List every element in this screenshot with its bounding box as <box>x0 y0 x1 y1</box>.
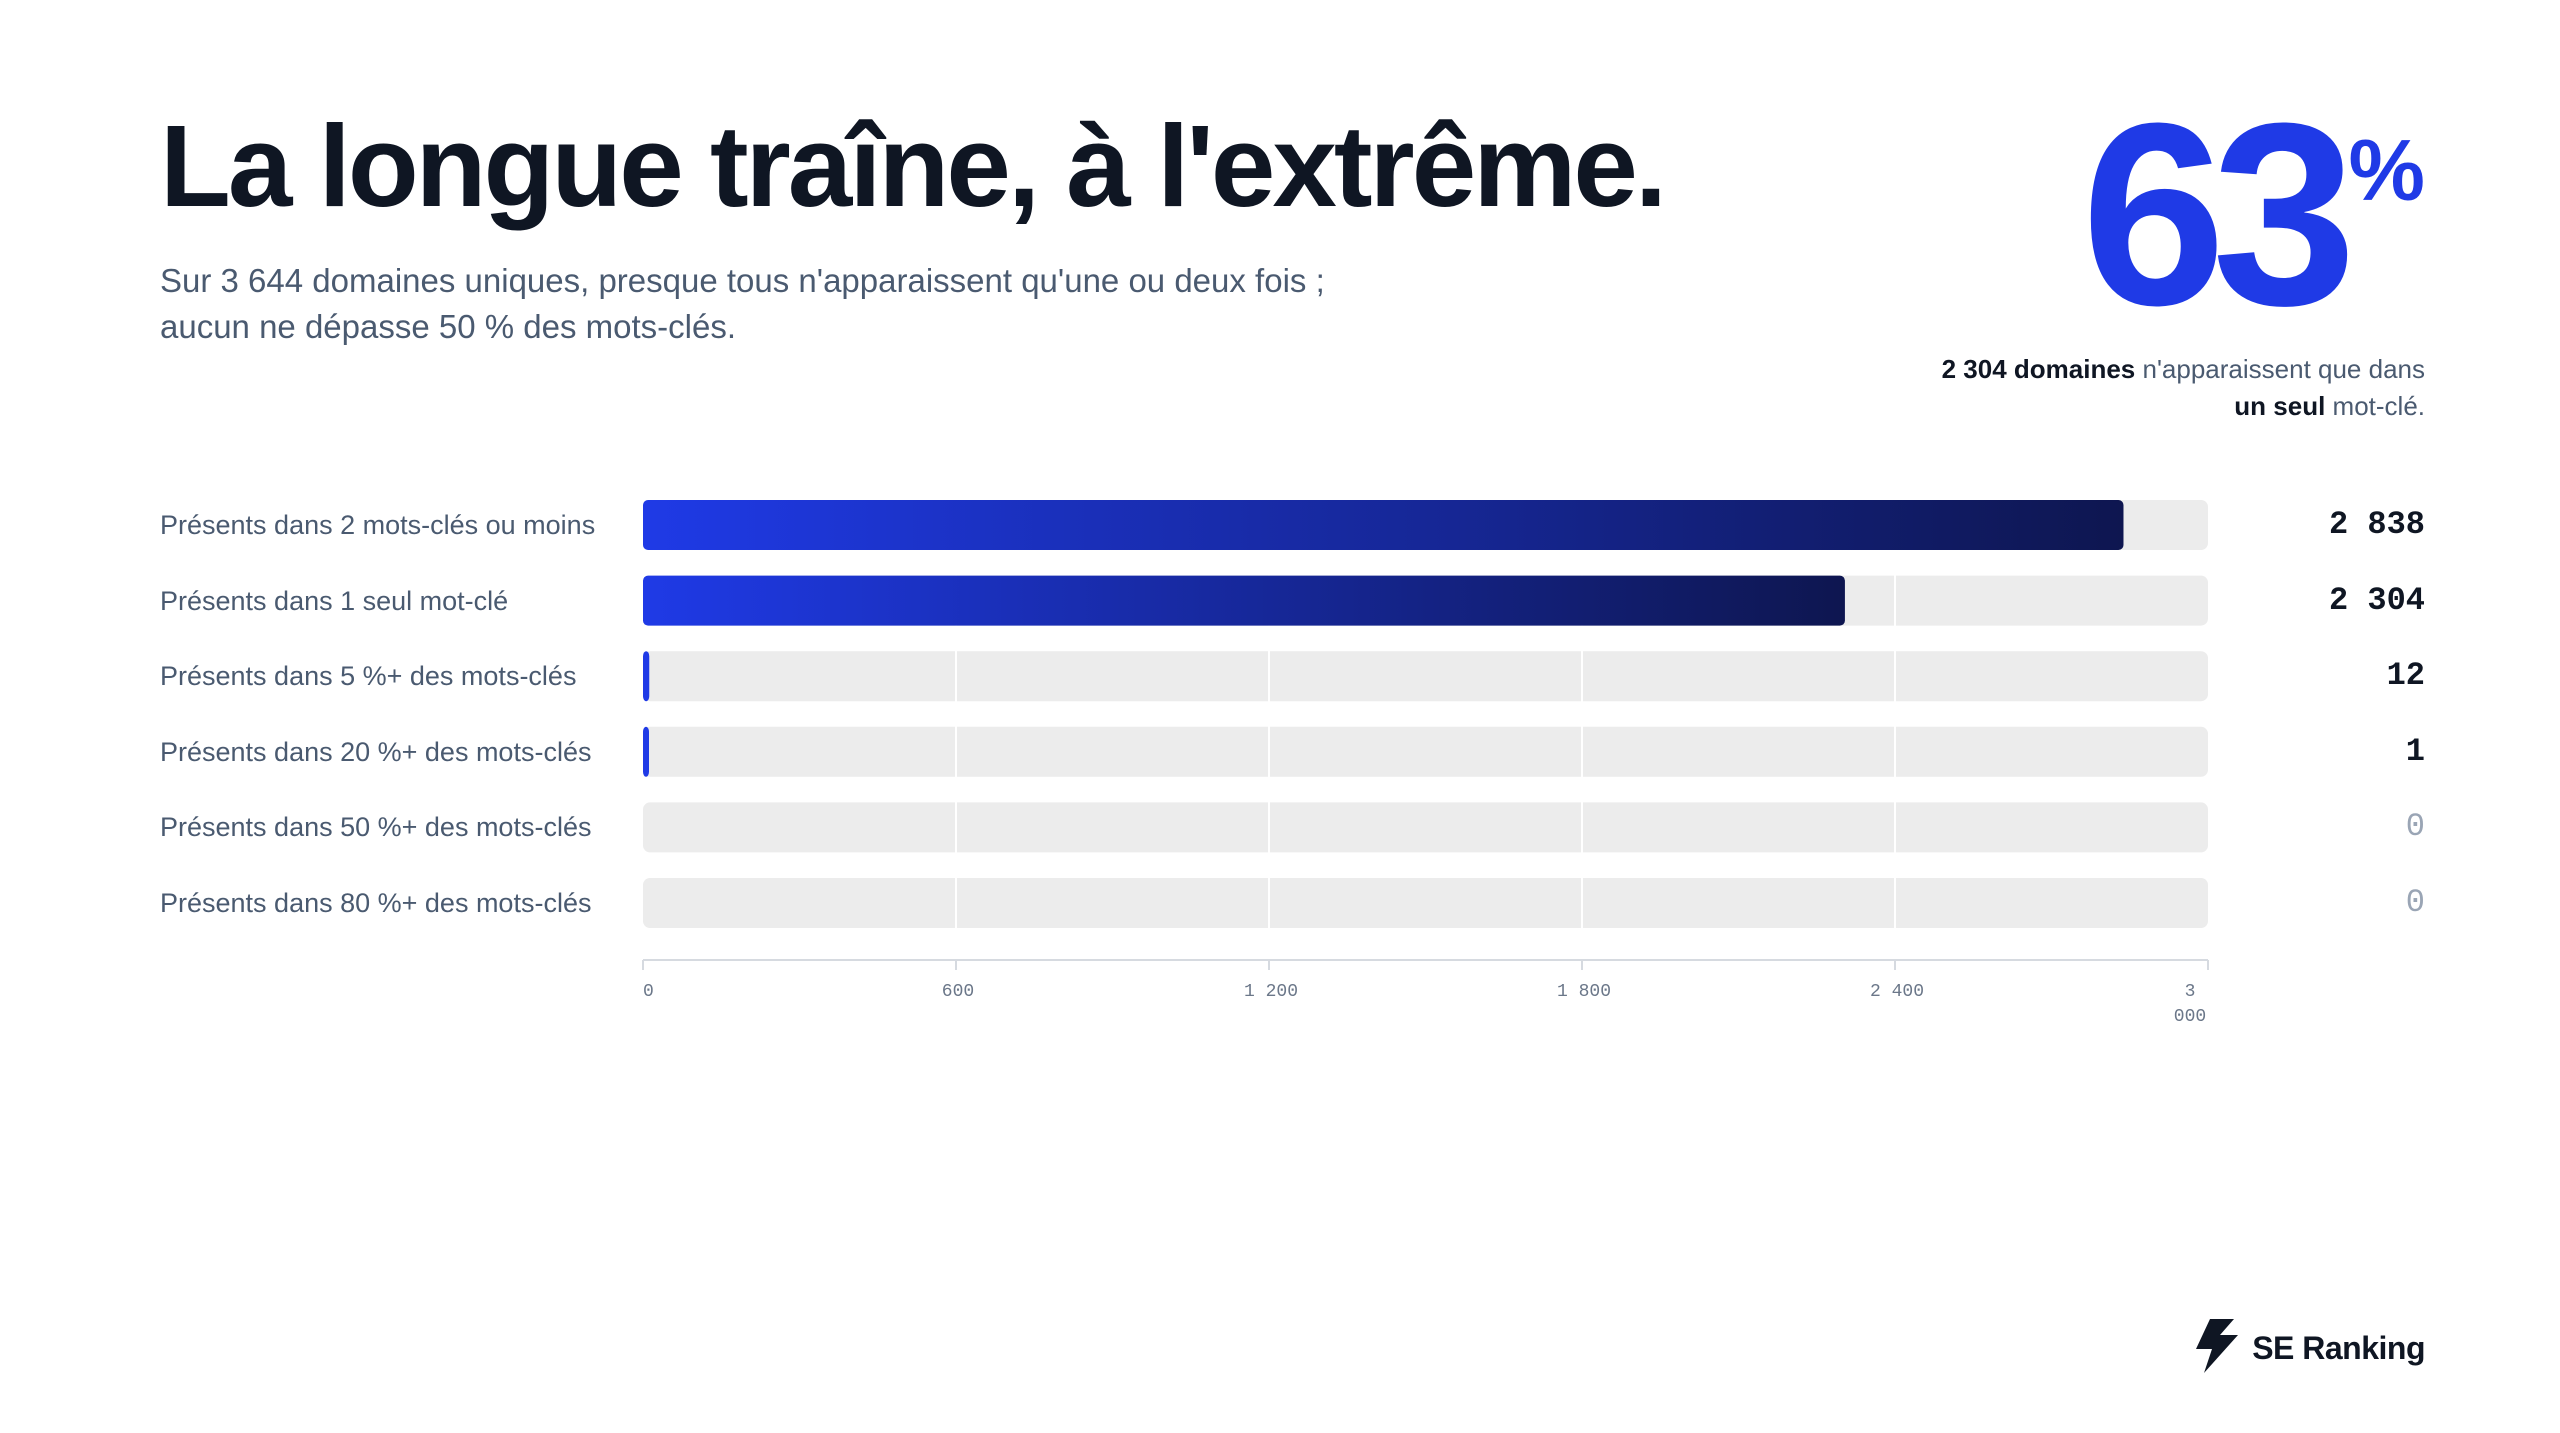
subtitle-line-2: aucun ne dépasse 50 % des mots-clés. <box>160 308 737 345</box>
x-axis: 0 600 1 200 1 800 2 400 3 000 <box>642 959 2209 1027</box>
stat-value: 63 <box>2081 70 2356 360</box>
value-label: 1 <box>2405 732 2425 770</box>
x-tick-label: 1 200 <box>1244 982 1298 1002</box>
stat-note-line-1: 2 304 domaines n'apparaissent que dans <box>1725 351 2425 388</box>
bar <box>643 500 2124 550</box>
x-tick-label: 0 <box>643 982 654 1002</box>
bar <box>643 575 1845 626</box>
bar <box>643 651 650 702</box>
value-label: 12 <box>2386 657 2425 695</box>
bar <box>643 726 649 777</box>
x-tick-label: 3 000 <box>2174 982 2206 1027</box>
stat-note-text-2: mot-clé. <box>2325 391 2425 421</box>
brand-logo: SE Ranking <box>2194 1318 2425 1378</box>
stat-note-text-1: n'apparaissent que dans <box>2135 354 2425 384</box>
bar-track <box>643 726 2208 777</box>
x-tick-label: 1 800 <box>1557 982 1611 1002</box>
bar-track <box>643 878 2208 928</box>
category-label: Présents dans 50 %+ des mots-clés <box>160 812 592 843</box>
value-label: 0 <box>2405 808 2425 846</box>
category-label: Présents dans 1 seul mot-clé <box>160 585 509 616</box>
stat-note: 2 304 domaines n'apparaissent que dans u… <box>1725 351 2425 425</box>
brand-name: SE Ranking <box>2252 1329 2425 1366</box>
value-label: 0 <box>2405 884 2425 921</box>
grid-lines <box>955 500 1896 928</box>
category-label: Présents dans 2 mots-clés ou moins <box>160 510 596 540</box>
stat-note-bold-2: un seul <box>2234 391 2326 421</box>
subtitle-line-1: Sur 3 644 domaines uniques, presque tous… <box>160 262 1325 299</box>
bar-track <box>643 802 2208 853</box>
value-label: 2 304 <box>2328 581 2425 619</box>
x-tick-label: 2 400 <box>1870 982 1924 1002</box>
x-tick-label: 600 <box>942 982 974 1002</box>
bars <box>643 500 2124 777</box>
headline-stat: 63% <box>2081 70 2425 360</box>
se-ranking-logo-icon <box>2194 1318 2242 1378</box>
category-label: Présents dans 80 %+ des mots-clés <box>160 888 592 918</box>
stat-note-line-2: un seul mot-clé. <box>1725 388 2425 425</box>
bar-track <box>643 651 2208 702</box>
value-label: 2 838 <box>2328 506 2425 543</box>
page-subtitle: Sur 3 644 domaines uniques, presque tous… <box>160 258 1460 350</box>
stat-unit: % <box>2348 123 2425 219</box>
bar-tracks <box>643 500 2208 928</box>
category-label: Présents dans 20 %+ des mots-clés <box>160 736 592 767</box>
page-title: La longue traîne, à l'extrême. <box>160 101 1667 231</box>
stat-note-bold-1: 2 304 domaines <box>1941 354 2136 384</box>
category-label: Présents dans 5 %+ des mots-clés <box>160 661 577 692</box>
